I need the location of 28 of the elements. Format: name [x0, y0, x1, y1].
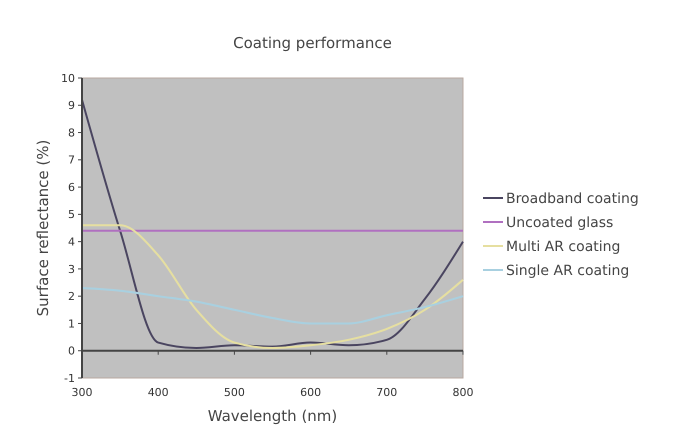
y-tick-label: 10: [61, 72, 75, 85]
y-tick-label: 6: [68, 180, 75, 194]
x-tick-label: 800: [452, 386, 474, 399]
y-tick-label: 8: [68, 126, 75, 140]
line-series: [81, 98, 464, 349]
y-tick-label: 5: [68, 208, 75, 222]
x-tick-label: 500: [224, 386, 245, 399]
y-tick-label: 4: [68, 235, 75, 248]
y-tick-label: 1: [68, 317, 75, 330]
line-series: [81, 224, 464, 349]
x-axis-title: Wavelength (nm): [208, 407, 338, 425]
legend-label: Multi AR coating: [506, 238, 620, 255]
y-tick-label: 2: [68, 290, 75, 304]
x-tick-label: 400: [148, 386, 169, 399]
y-tick-label: -1: [64, 372, 75, 385]
x-tick-label: 300: [72, 386, 92, 399]
line-series: [81, 287, 464, 324]
chart-title: Coating performance: [233, 34, 392, 52]
y-tick-label: 9: [68, 99, 75, 112]
y-tick-label: 0: [68, 344, 75, 358]
x-tick-label: 600: [300, 386, 322, 399]
y-tick-label: 3: [68, 262, 75, 276]
y-axis-title: Surface reflectance (%): [34, 140, 52, 316]
legend-label: Uncoated glass: [506, 214, 614, 231]
x-tick-label: 700: [376, 386, 398, 399]
legend-label: Single AR coating: [506, 262, 630, 279]
legend-label: Broadband coating: [506, 190, 639, 207]
y-tick-label: 7: [68, 154, 75, 167]
